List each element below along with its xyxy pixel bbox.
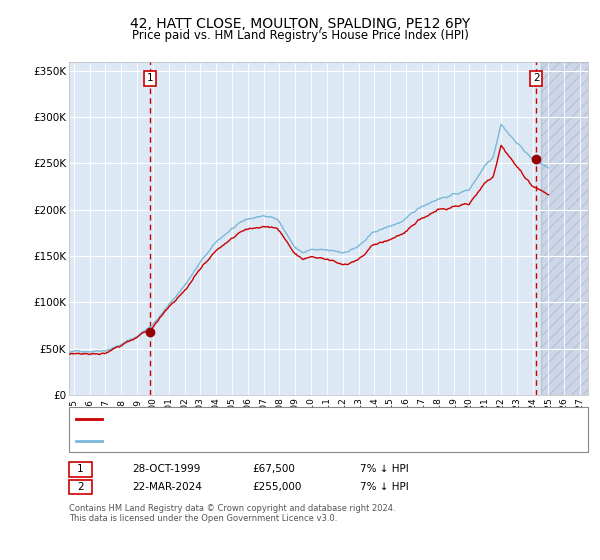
Text: 2: 2 xyxy=(77,482,84,492)
Text: 7% ↓ HPI: 7% ↓ HPI xyxy=(360,482,409,492)
Text: 1: 1 xyxy=(147,73,154,83)
Text: 42, HATT CLOSE, MOULTON, SPALDING, PE12 6PY (detached house): 42, HATT CLOSE, MOULTON, SPALDING, PE12 … xyxy=(106,414,435,424)
Text: 28-OCT-1999: 28-OCT-1999 xyxy=(132,464,200,474)
Text: 2: 2 xyxy=(533,73,539,83)
Text: Contains HM Land Registry data © Crown copyright and database right 2024.
This d: Contains HM Land Registry data © Crown c… xyxy=(69,504,395,524)
Text: £67,500: £67,500 xyxy=(252,464,295,474)
Bar xyxy=(541,62,588,395)
Text: HPI: Average price, detached house, South Holland: HPI: Average price, detached house, Sout… xyxy=(106,436,356,446)
Text: £255,000: £255,000 xyxy=(252,482,301,492)
Text: 42, HATT CLOSE, MOULTON, SPALDING, PE12 6PY: 42, HATT CLOSE, MOULTON, SPALDING, PE12 … xyxy=(130,17,470,31)
Text: 1: 1 xyxy=(77,464,84,474)
Text: 22-MAR-2024: 22-MAR-2024 xyxy=(132,482,202,492)
Bar xyxy=(541,62,588,395)
Text: 7% ↓ HPI: 7% ↓ HPI xyxy=(360,464,409,474)
Text: Price paid vs. HM Land Registry's House Price Index (HPI): Price paid vs. HM Land Registry's House … xyxy=(131,29,469,42)
